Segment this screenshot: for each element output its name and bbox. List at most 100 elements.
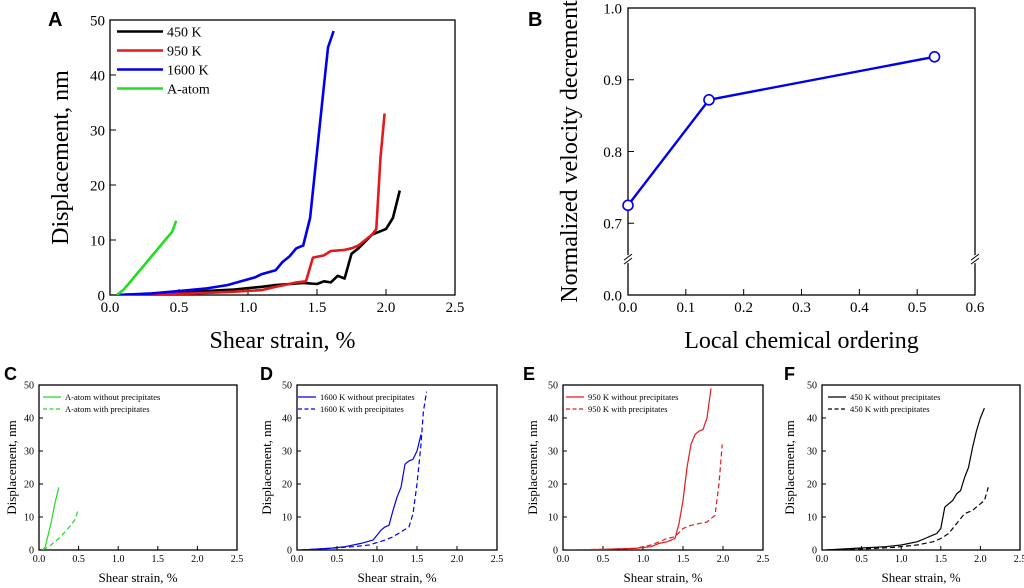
legend-entry: 950 K	[167, 44, 202, 59]
y-tick-label: 30	[548, 447, 558, 458]
x-tick-label: 0.5	[908, 300, 927, 316]
x-tick-label: 0.6	[966, 300, 985, 316]
y-axis-label: Displacement, nm	[4, 420, 19, 515]
x-tick-label: 0.0	[619, 300, 638, 316]
data-point	[622, 199, 634, 212]
y-tick-label: 20	[282, 480, 292, 491]
series-line-2	[116, 30, 335, 295]
legend-entry: 1600 K with precipitates	[320, 404, 404, 414]
y-tick-label: 0.8	[603, 145, 622, 161]
y-tick-label: 40	[90, 68, 105, 84]
y-tick-label: 20	[807, 480, 817, 491]
x-axis-label: Shear strain, %	[357, 570, 436, 585]
axis-break-mark	[623, 253, 633, 261]
x-tick-label: 2.0	[717, 554, 730, 565]
data-point	[703, 94, 715, 106]
x-tick-label: 1.5	[411, 554, 424, 565]
legend-entry: 1600 K without precipitates	[320, 392, 415, 402]
series-line-1	[300, 391, 428, 550]
panel-d: D 0.0 0.5 1.0 1.5 2.0 2.5 0 10 20 30 40 50 Shear stra…	[259, 364, 503, 585]
legend-entry: 950 K with precipitates	[588, 404, 668, 414]
panel-letter: D	[260, 364, 273, 384]
plot-frame	[821, 384, 1021, 551]
x-tick-label: 2.5	[757, 554, 770, 565]
x-tick-label: 1.5	[935, 554, 948, 565]
y-tick-label: 10	[807, 513, 817, 524]
axis-break-mark	[623, 257, 633, 265]
series-line-1	[825, 487, 989, 550]
legend: 1600 K without precipitates 1600 K with p…	[298, 392, 415, 414]
x-tick-label: 1.0	[239, 300, 258, 316]
x-axis-label: Shear strain, %	[210, 328, 356, 354]
axis-break-gap	[624, 255, 632, 264]
x-tick-label: 0.1	[676, 300, 695, 316]
y-tick-label: 30	[90, 123, 105, 139]
series-line-1	[42, 508, 80, 550]
x-tick-label: 2.5	[446, 300, 465, 316]
series-line-3	[116, 220, 178, 295]
series-line-0	[300, 434, 422, 550]
x-tick-label: 0.0	[291, 554, 304, 565]
y-tick-label: 40	[548, 414, 558, 425]
legend-entry: A-atom	[167, 82, 210, 97]
x-tick-label: 0.5	[170, 300, 189, 316]
y-tick-label: 20	[90, 178, 105, 194]
x-tick-label: 1.5	[308, 300, 327, 316]
panel-e: E 0.0 0.5 1.0 1.5 2.0 2.5 0 10 20 30 40 50 Shear stra…	[523, 364, 769, 585]
x-tick-label: 1.0	[112, 554, 125, 565]
y-tick-label: 30	[282, 447, 292, 458]
y-tick-label: 10	[24, 513, 34, 524]
legend-entry: A-atom without precipitates	[65, 392, 160, 402]
legend: A-atom without precipitates A-atom with p…	[43, 392, 160, 414]
y-tick-label: 0.9	[603, 73, 622, 89]
x-axis-label: Local chemical ordering	[684, 328, 919, 354]
x-tick-label: 2.0	[451, 554, 464, 565]
legend-entry: A-atom with precipitates	[65, 404, 150, 414]
y-tick-label: 1.0	[603, 1, 622, 17]
y-tick-label: 20	[24, 480, 34, 491]
plot-frame	[562, 384, 764, 551]
y-tick-label: 0.7	[603, 217, 622, 233]
panel-a: A 0.0 0.5 1.0 1.5 2.0 2.5 0 10 20 30 40 50 Shear stra…	[48, 9, 464, 354]
legend-entry: 450 K with precipitates	[850, 404, 930, 414]
panel-c: C 0.0 0.5 1.0 1.5 2.0 2.5 0 10 20 30 40 50 Shear stra…	[4, 364, 243, 585]
x-tick-label: 2.0	[377, 300, 396, 316]
y-tick-label: 0	[812, 546, 817, 557]
legend-entry: 450 K	[167, 25, 202, 40]
x-tick-label: 2.5	[491, 554, 504, 565]
x-tick-label: 0.5	[855, 554, 868, 565]
y-tick-label: 10	[548, 513, 558, 524]
x-tick-label: 1.5	[152, 554, 165, 565]
x-tick-label: 0.0	[33, 554, 46, 565]
y-tick-label: 0	[287, 546, 292, 557]
y-tick-label: 40	[807, 414, 817, 425]
panel-letter: B	[528, 9, 542, 31]
y-axis-label: Displacement, nm	[259, 420, 274, 515]
y-tick-label: 30	[807, 447, 817, 458]
y-tick-label: 40	[282, 414, 292, 425]
plot-frame	[38, 384, 238, 551]
y-tick-label: 30	[24, 447, 34, 458]
y-axis-label: Displacement, nm	[48, 70, 74, 245]
x-tick-label: 0.3	[792, 300, 811, 316]
legend: 450 K 950 K 1600 K A-atom	[117, 25, 210, 97]
x-tick-label: 2.5	[231, 554, 244, 565]
panel-letter: C	[4, 364, 17, 384]
y-tick-label: 10	[90, 233, 105, 249]
x-tick-label: 0.0	[816, 554, 829, 565]
data-point	[928, 50, 941, 63]
x-axis-label: Shear strain, %	[98, 570, 177, 585]
series-line-0	[825, 407, 985, 550]
x-tick-label: 1.0	[895, 554, 908, 565]
x-tick-label: 0.5	[597, 554, 610, 565]
y-axis-label: Displacement, nm	[525, 420, 540, 515]
panel-letter: F	[784, 364, 795, 384]
x-tick-label: 0.0	[101, 300, 120, 316]
x-tick-label: 1.0	[637, 554, 650, 565]
axis-break-mark	[970, 253, 980, 261]
series-line-0	[628, 55, 935, 207]
series-line-0	[42, 487, 60, 550]
axis-break-mark	[970, 257, 980, 265]
axis-break-gap	[971, 255, 979, 264]
